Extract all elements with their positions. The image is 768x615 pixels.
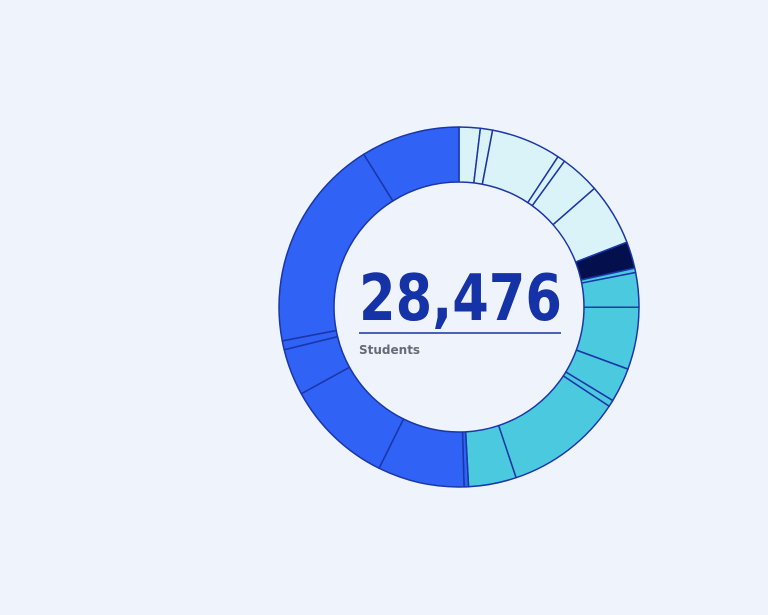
donut xyxy=(278,126,640,488)
total-label: Students xyxy=(359,343,420,357)
total-value: 28,476 xyxy=(359,262,562,336)
donut-slice xyxy=(363,126,460,202)
